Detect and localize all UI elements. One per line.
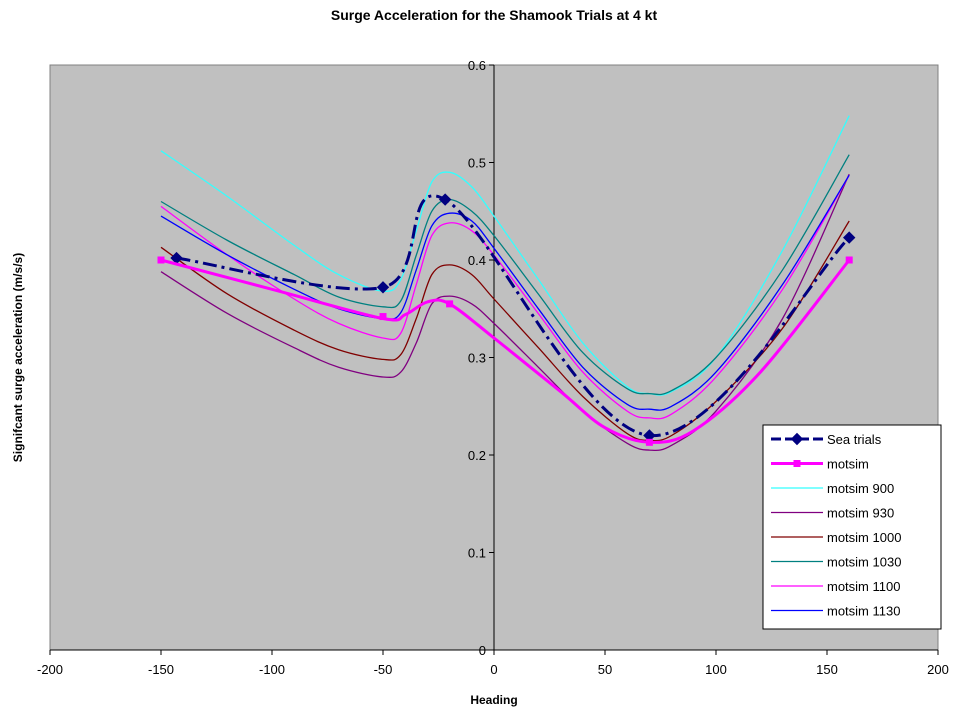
legend-label: Sea trials [827,432,882,447]
data-point [157,256,165,264]
series-line [176,194,851,438]
legend-item: motsim [771,457,869,472]
series-layer [157,115,856,452]
data-point [379,313,387,321]
legend-marker [790,432,804,446]
series-line [160,220,850,442]
y-tick-label: 0.2 [468,448,486,463]
x-tick-label: -200 [37,662,63,677]
y-tick-label: 0.3 [468,351,486,366]
data-point [438,193,452,206]
x-tick-label: 200 [927,662,949,677]
y-tick-label: 0.6 [468,58,486,73]
x-tick-label: -150 [148,662,174,677]
axes [49,64,939,655]
series-motsim-1030 [160,154,850,396]
x-axis-label: Heading [470,693,517,707]
y-tick-label: 0.4 [468,253,486,268]
tick-labels: -200 -150 -100 -50 0 50 100 150 200 0 0.1 0.2 0.3 0.4… [37,58,949,677]
legend-label: motsim 1030 [827,555,901,570]
legend-label: motsim 1100 [827,579,900,594]
series-motsim [157,256,853,446]
legend-item: motsim 1130 [771,604,900,619]
y-tick-label: 0.1 [468,546,486,561]
legend-item: Sea trials [771,432,882,447]
data-point [376,281,390,294]
series-line [160,115,850,396]
chart-title: Surge Acceleration for the Shamook Trial… [331,7,658,23]
legend-label: motsim 930 [827,506,894,521]
series-sea-trials [170,193,856,442]
legend-marker [793,460,801,467]
x-tick-label: -50 [374,662,393,677]
legend-item: motsim 1000 [771,530,901,545]
x-tick-label: 50 [598,662,612,677]
x-tick-label: 100 [705,662,727,677]
legend-item: motsim 930 [771,506,894,521]
series-motsim-1000 [160,220,850,442]
legend-item: motsim 900 [771,481,894,496]
data-point [845,256,853,264]
legend-item: motsim 1100 [771,579,900,594]
legend-label: motsim 1000 [827,530,901,545]
y-axis-label: Signifcant surge acceleration (m/s/s) [11,253,25,462]
y-tick-label: 0 [479,643,486,658]
legend: Sea trials motsim motsim 900 motsim 930 mots… [762,424,942,630]
series-motsim-900 [160,115,850,396]
legend-label: motsim 1130 [827,604,900,619]
series-line [160,154,850,396]
legend-label: motsim 900 [827,481,894,496]
x-tick-label: -100 [259,662,285,677]
data-point [446,300,454,308]
y-tick-label: 0.5 [468,156,486,171]
series-line [160,258,851,444]
legend-label: motsim [827,457,869,472]
x-tick-label: 0 [490,662,497,677]
x-tick-label: 150 [816,662,838,677]
legend-box [762,424,942,630]
data-point [645,438,653,446]
legend-item: motsim 1030 [771,555,901,570]
data-point [842,231,856,244]
